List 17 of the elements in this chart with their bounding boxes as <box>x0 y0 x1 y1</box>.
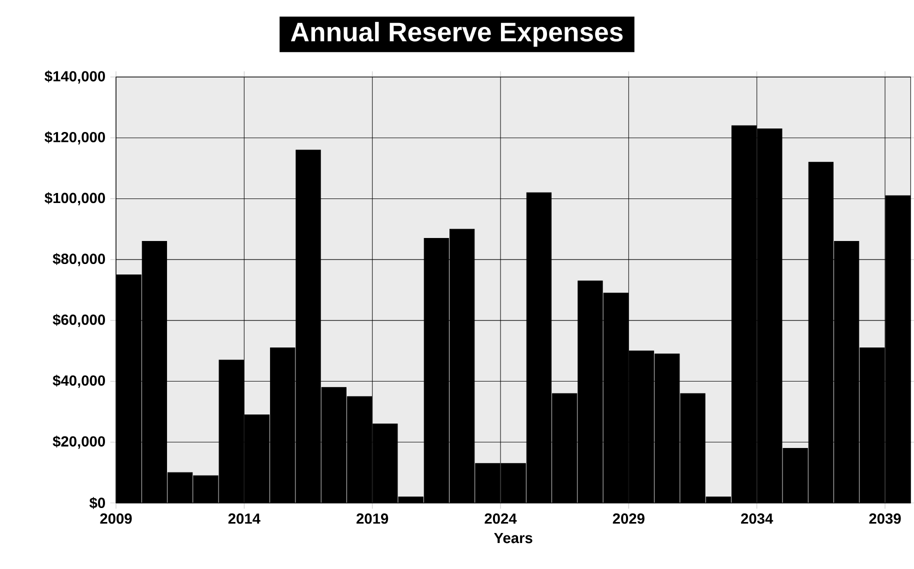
x-tick-label: 2019 <box>356 513 388 524</box>
x-tick-label: 2034 <box>741 513 774 524</box>
x-tick-label: 2039 <box>869 513 901 524</box>
x-axis-title: Years <box>494 532 532 544</box>
x-tick-label: 2014 <box>228 513 260 524</box>
x-tick-label: 2024 <box>484 513 517 524</box>
y-tick-label: $100,000 <box>44 192 105 206</box>
y-tick-label: $120,000 <box>44 131 105 144</box>
y-tick-label: $140,000 <box>44 70 105 84</box>
y-tick-label: $40,000 <box>52 374 105 388</box>
y-tick-label: $60,000 <box>52 314 105 328</box>
chart-title: Annual Reserve Expenses <box>290 22 623 47</box>
x-tick-label: 2009 <box>100 513 132 524</box>
y-tick-label: $80,000 <box>52 253 105 266</box>
y-tick-label: $0 <box>89 497 105 509</box>
x-tick-label: 2029 <box>612 513 644 524</box>
y-tick-label: $20,000 <box>52 436 105 449</box>
